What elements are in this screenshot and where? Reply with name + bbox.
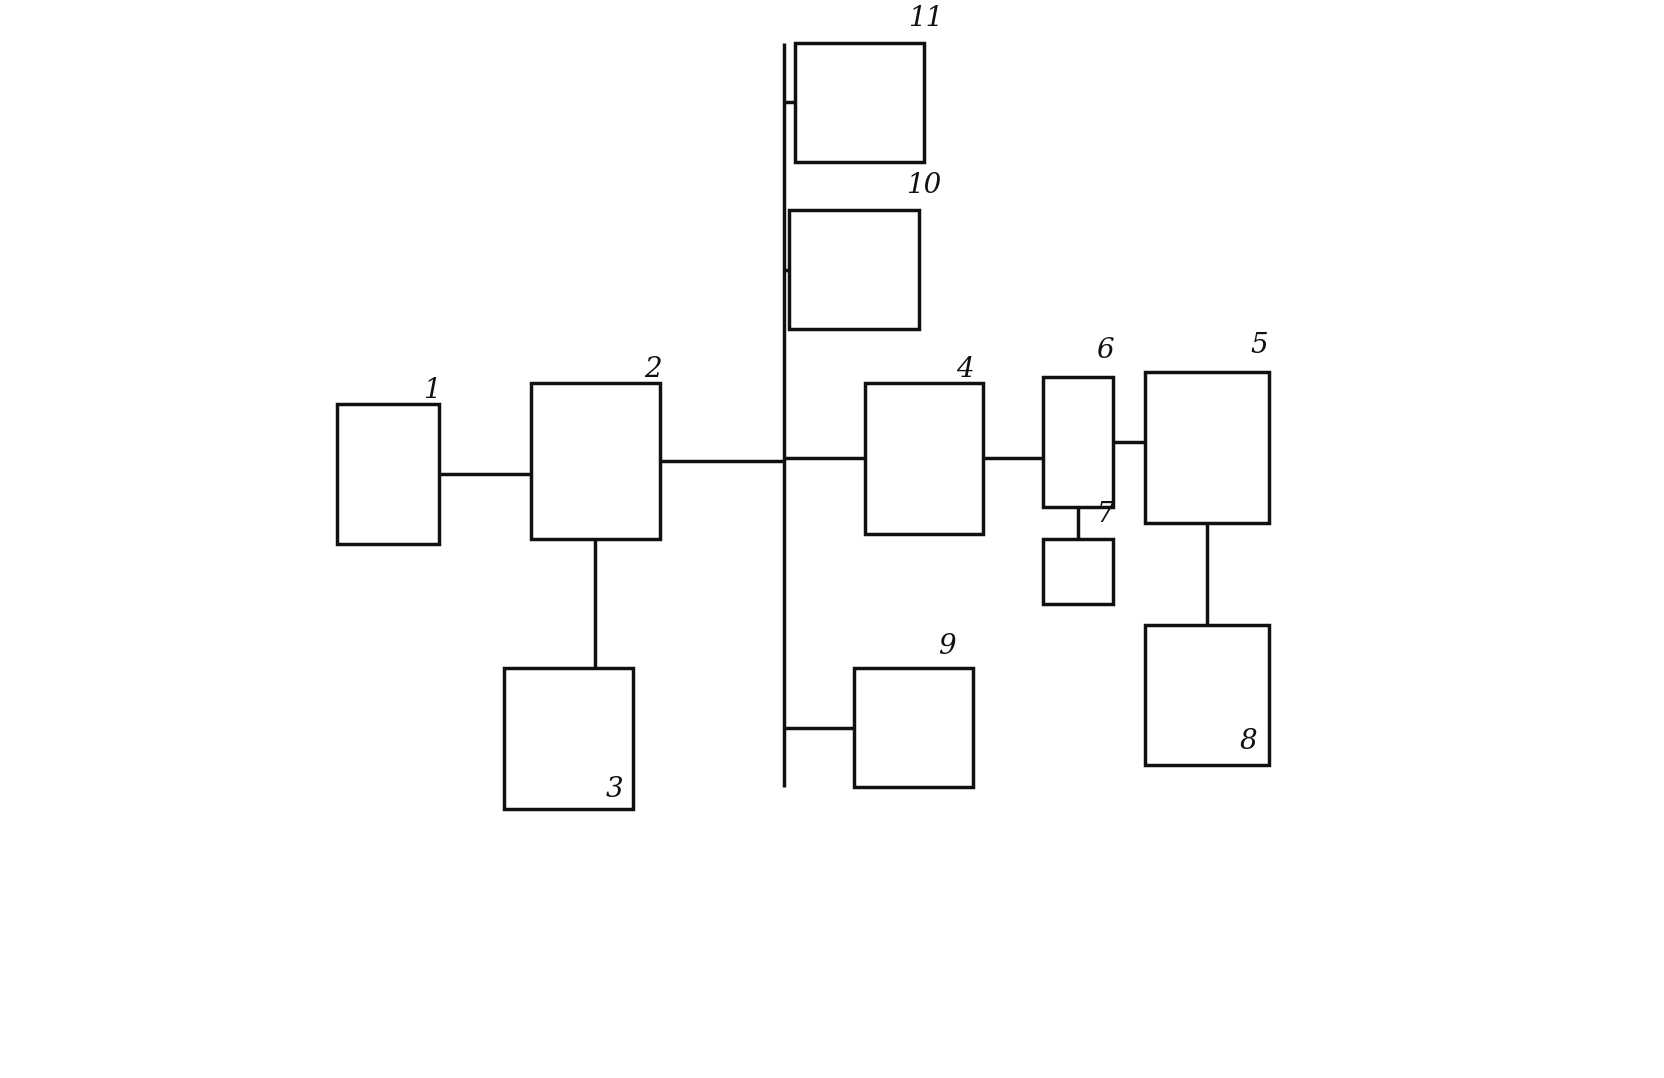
Text: 2: 2 [644, 356, 661, 383]
Text: 1: 1 [423, 377, 441, 404]
Bar [504, 668, 632, 808]
Bar [1145, 372, 1268, 523]
Bar [794, 43, 924, 162]
Bar [854, 668, 972, 787]
Text: 8: 8 [1240, 728, 1256, 755]
Text: 11: 11 [907, 5, 942, 32]
Text: 10: 10 [905, 172, 940, 199]
Text: 9: 9 [937, 633, 955, 660]
Text: 3: 3 [606, 776, 624, 803]
Bar [1042, 539, 1112, 604]
Bar [531, 383, 659, 539]
Bar [336, 404, 439, 544]
Bar [1042, 377, 1112, 507]
Bar [1145, 625, 1268, 765]
Bar [789, 210, 919, 329]
Text: 7: 7 [1097, 501, 1113, 528]
Text: 5: 5 [1250, 332, 1268, 359]
Text: 6: 6 [1097, 337, 1113, 364]
Bar [864, 383, 983, 534]
Text: 4: 4 [955, 356, 973, 383]
